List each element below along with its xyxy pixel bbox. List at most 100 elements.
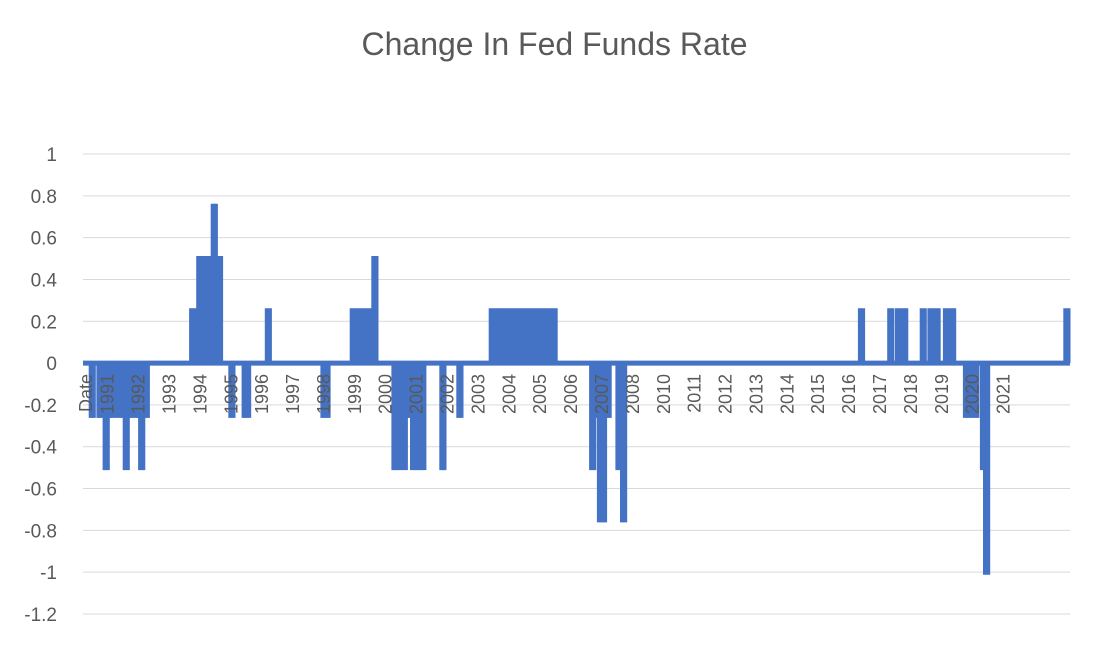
data-point	[493, 308, 499, 314]
x-tick-label: 1991	[98, 374, 118, 414]
x-tick-label: 2001	[407, 374, 427, 414]
y-tick-label: 0.8	[31, 187, 57, 208]
data-point	[194, 308, 200, 314]
data-point	[536, 308, 542, 314]
x-tick-label: 2018	[901, 374, 921, 414]
data-point	[601, 517, 607, 523]
data-point	[457, 412, 463, 418]
x-tick-label: Date	[76, 374, 96, 412]
y-tick-label: -0.4	[24, 438, 57, 459]
data-point	[594, 412, 600, 418]
data-point	[401, 465, 407, 471]
x-tick-label: 2006	[561, 374, 581, 414]
x-tick-label: 1995	[221, 374, 241, 414]
data-point	[411, 465, 417, 471]
data-point	[934, 308, 940, 314]
data-point	[543, 308, 549, 314]
data-point	[119, 412, 125, 418]
x-tick-label: 2016	[839, 374, 859, 414]
data-point	[547, 308, 553, 314]
data-point	[415, 465, 421, 471]
data-point	[367, 308, 373, 314]
y-tick-label: -0.8	[24, 521, 57, 542]
data-point	[981, 465, 987, 471]
data-point	[361, 308, 367, 314]
data-point	[245, 412, 251, 418]
x-tick-label: 2012	[716, 374, 736, 414]
data-point	[858, 308, 864, 314]
series-line	[83, 203, 1071, 575]
data-point	[204, 256, 210, 262]
series-layer	[83, 203, 1071, 575]
data-point	[372, 256, 378, 262]
data-point	[968, 412, 974, 418]
x-tick-label: 2020	[963, 374, 983, 414]
data-point	[89, 412, 95, 418]
data-point	[350, 308, 356, 314]
x-tick-label: 2008	[623, 374, 643, 414]
data-point	[524, 308, 530, 314]
data-point	[551, 308, 557, 314]
y-tick-label: 0.6	[31, 229, 57, 250]
data-point	[103, 465, 109, 471]
data-point	[208, 256, 214, 262]
data-point	[516, 308, 522, 314]
x-tick-label: 2002	[438, 374, 458, 414]
data-point	[501, 308, 507, 314]
data-point	[512, 308, 518, 314]
x-tick-label: 2010	[654, 374, 674, 414]
chart-title: Change In Fed Funds Rate	[361, 26, 748, 62]
x-axis-tick-labels: Date 1991 1992 1993 1994 1995 1996 1997 1998 1999…	[76, 374, 1013, 414]
data-point	[114, 412, 120, 418]
data-point	[520, 308, 526, 314]
data-point	[397, 465, 403, 471]
data-point	[489, 308, 495, 314]
data-point	[217, 256, 223, 262]
data-point	[605, 412, 611, 418]
data-point	[440, 465, 446, 471]
x-tick-label: 1997	[283, 374, 303, 414]
x-tick-label: 2014	[777, 374, 797, 414]
x-tick-label: 2004	[499, 374, 519, 414]
data-point	[888, 308, 894, 314]
data-point	[505, 308, 511, 314]
data-point	[928, 308, 934, 314]
data-point	[123, 465, 129, 471]
x-tick-label: 1992	[129, 374, 149, 414]
y-tick-label: 1	[46, 145, 57, 166]
y-tick-label: -1.2	[24, 605, 57, 626]
data-point	[229, 412, 235, 418]
y-tick-label: 0	[46, 354, 57, 375]
x-tick-label: 1999	[345, 374, 365, 414]
data-point	[324, 412, 330, 418]
y-axis-tick-labels: 1 0.8 0.6 0.4 0.2 0 -0.2 -0.4 -0.6 -0.8 -1 -1.2	[24, 145, 57, 626]
x-tick-label: 2019	[932, 374, 952, 414]
x-tick-label: 2003	[468, 374, 488, 414]
data-point	[920, 308, 926, 314]
y-tick-label: -0.6	[24, 480, 57, 501]
x-tick-label: 2005	[530, 374, 550, 414]
x-tick-label: 2000	[376, 374, 396, 414]
data-point	[902, 308, 908, 314]
data-point	[197, 256, 203, 262]
data-point	[984, 569, 990, 575]
data-point	[265, 308, 271, 314]
data-point	[590, 465, 596, 471]
x-tick-label: 1996	[252, 374, 272, 414]
x-tick-label: 1993	[159, 374, 179, 414]
x-tick-label: 2017	[870, 374, 890, 414]
data-point	[139, 465, 145, 471]
x-tick-label: 1994	[190, 374, 210, 414]
y-tick-label: 0.2	[31, 312, 57, 333]
data-point	[108, 412, 114, 418]
data-point	[973, 412, 979, 418]
data-point	[97, 412, 103, 418]
data-point	[528, 308, 534, 314]
x-tick-label: 2011	[685, 374, 705, 413]
x-tick-label: 2013	[746, 374, 766, 414]
data-point	[392, 465, 398, 471]
y-tick-label: -0.2	[24, 396, 57, 417]
data-point	[540, 308, 546, 314]
data-point	[190, 308, 196, 314]
